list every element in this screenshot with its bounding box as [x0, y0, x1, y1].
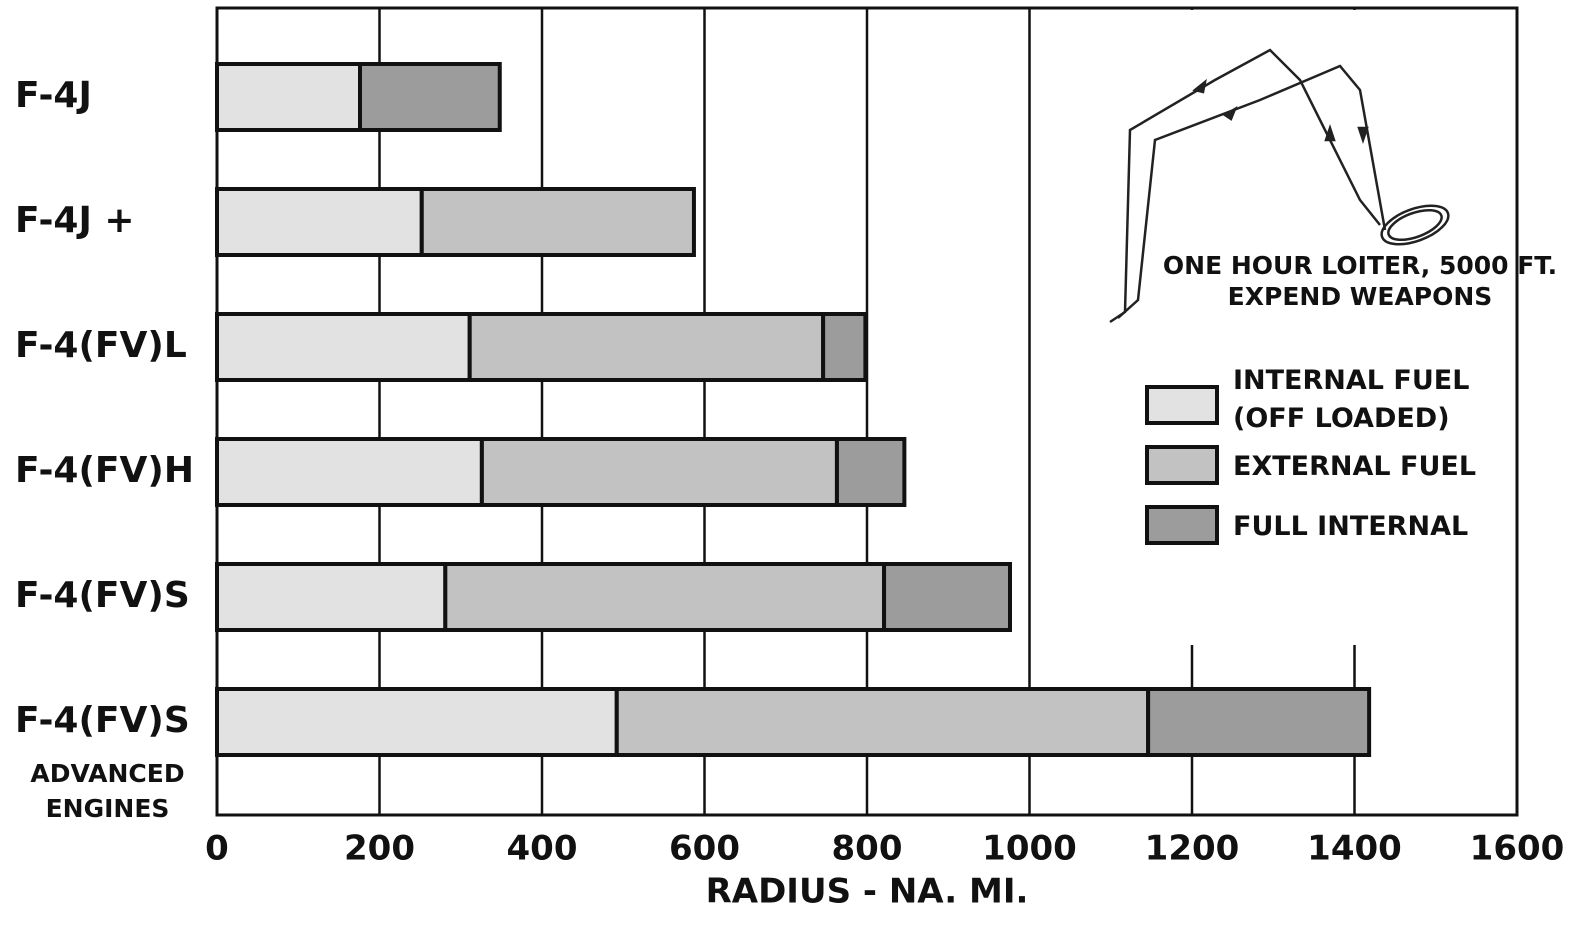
y-tick-label: F-4(FV)L [15, 325, 187, 366]
legend-swatch [1147, 507, 1217, 543]
bar-segment [217, 564, 445, 630]
category-note: ADVANCED ENGINES [20, 756, 195, 826]
x-tick-label: 1400 [1307, 829, 1402, 869]
x-tick-label: 1200 [1145, 829, 1240, 869]
bar-segment [422, 189, 694, 255]
legend-backdrop [1040, 10, 1515, 645]
legend-label: EXTERNAL FUEL [1233, 448, 1476, 486]
bar-segment [1148, 689, 1369, 755]
bar-segment [884, 564, 1010, 630]
x-axis-title: RADIUS - NA. MI. [706, 872, 1029, 912]
bar-segment [217, 64, 360, 130]
bar-segment [445, 564, 884, 630]
bar-segment [470, 314, 823, 380]
legend-swatch [1147, 387, 1217, 423]
bar-segment [482, 439, 837, 505]
bar-segment [617, 689, 1148, 755]
y-tick-label: F-4(FV)H [15, 450, 194, 491]
legend-label: INTERNAL FUEL (OFF LOADED) [1233, 362, 1469, 438]
y-tick-label: F-4(FV)S [15, 575, 190, 616]
bar-segment [217, 689, 617, 755]
annotation: ONE HOUR LOITER, 5000 FT. EXPEND WEAPONS [1150, 250, 1570, 313]
bar-segment [217, 314, 470, 380]
bar-segment [217, 189, 422, 255]
legend-swatch [1147, 447, 1217, 483]
x-tick-label: 200 [344, 829, 415, 869]
x-tick-label: 600 [669, 829, 740, 869]
x-tick-label: 0 [205, 829, 229, 869]
bar-segment [217, 439, 482, 505]
bar-segment [837, 439, 904, 505]
bar-segment [360, 64, 500, 130]
y-tick-label: F-4J [15, 75, 92, 116]
x-tick-label: 1000 [982, 829, 1077, 869]
x-tick-label: 400 [507, 829, 578, 869]
y-tick-label: F-4(FV)S [15, 700, 190, 741]
chart-page: RADIUS - NA. MI. 0 200 400 600 800 1000 1200 14… [0, 0, 1588, 925]
y-tick-label: F-4J + [15, 200, 135, 241]
x-tick-label: 1600 [1470, 829, 1565, 869]
x-tick-label: 800 [832, 829, 903, 869]
bar-segment [823, 314, 865, 380]
legend-label: FULL INTERNAL [1233, 508, 1468, 546]
